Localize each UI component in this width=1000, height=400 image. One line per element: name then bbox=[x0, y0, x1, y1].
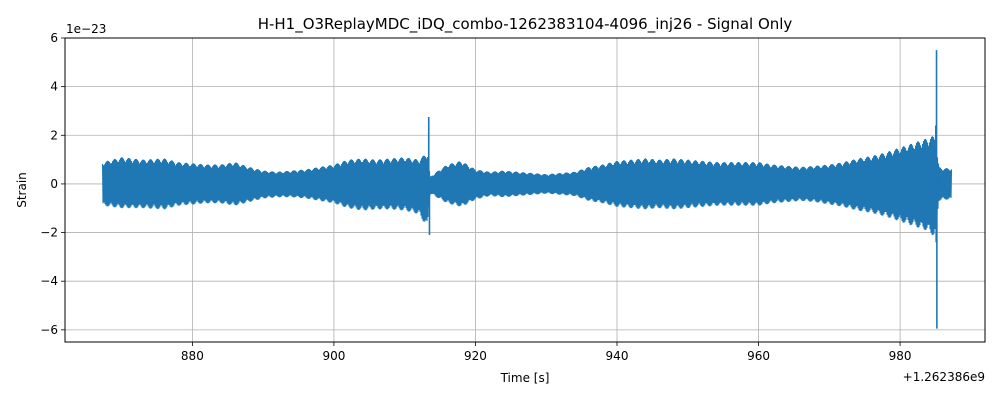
y-tick-label: −6 bbox=[40, 323, 58, 337]
x-tick-label: 980 bbox=[889, 349, 912, 363]
chart-title: H-H1_O3ReplayMDC_iDQ_combo-1262383104-40… bbox=[258, 15, 793, 34]
y-axis-label: Strain bbox=[15, 172, 29, 208]
y-tick-label: −2 bbox=[40, 226, 58, 240]
y-tick-label: 4 bbox=[50, 80, 58, 94]
x-tick-label: 960 bbox=[747, 349, 770, 363]
plot-frame bbox=[64, 37, 986, 343]
x-tick-label: 920 bbox=[464, 349, 487, 363]
y-scale-offset-label: 1e−23 bbox=[66, 22, 106, 36]
y-tick-label: 0 bbox=[50, 177, 58, 191]
ticks: 880 900 920 940 960 980 −6 −4 −2 0 2 4 6 bbox=[40, 31, 911, 363]
y-tick-label: 2 bbox=[50, 128, 58, 142]
plot-area bbox=[101, 50, 953, 329]
y-tick-label: −4 bbox=[40, 274, 58, 288]
y-tick-label: 6 bbox=[50, 31, 58, 45]
x-axis-label: Time [s] bbox=[500, 371, 550, 385]
x-tick-label: 880 bbox=[181, 349, 204, 363]
x-tick-label: 940 bbox=[606, 349, 629, 363]
x-axis-offset-label: +1.262386e9 bbox=[903, 370, 985, 384]
x-tick-label: 900 bbox=[322, 349, 345, 363]
strain-series-line bbox=[101, 136, 953, 236]
